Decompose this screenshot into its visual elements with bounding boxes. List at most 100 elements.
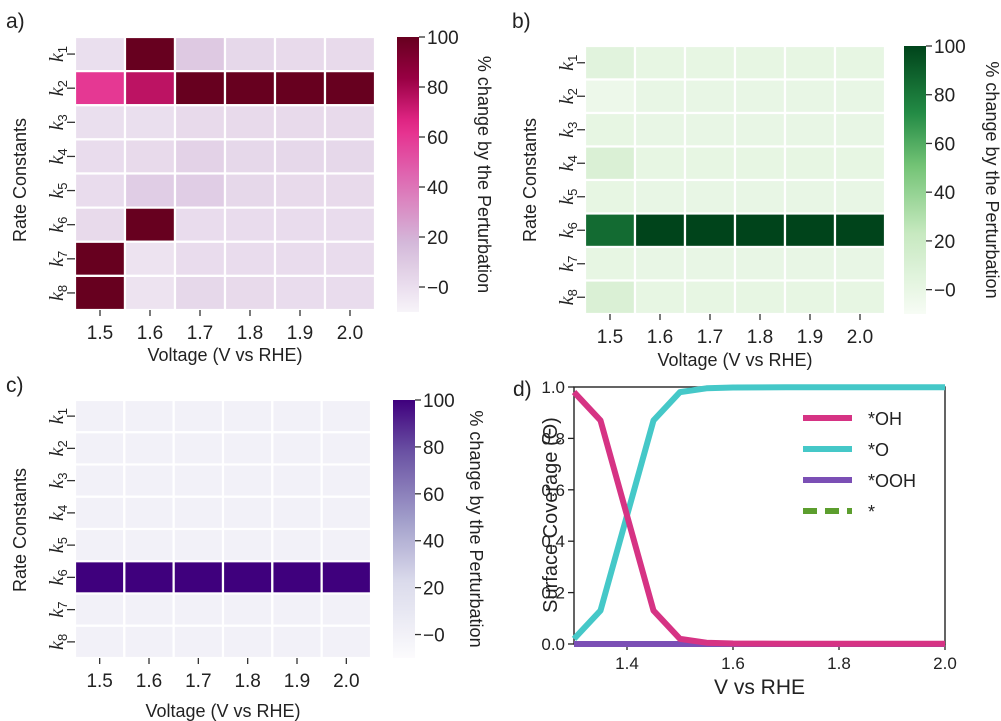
y-tick-symbol: k xyxy=(556,128,578,138)
y-tick-subscript: 1 xyxy=(565,55,580,62)
heatmap-cell-7-5 xyxy=(271,592,323,627)
y-tick-label: k1 xyxy=(46,408,70,424)
heatmap-cell-1-1 xyxy=(73,35,127,73)
colorbar-tick-label: 20 xyxy=(423,579,444,600)
heatmap-cell-3-1 xyxy=(73,104,127,141)
heatmap-cell-7-3 xyxy=(173,240,227,277)
heatmap-cell-5-4 xyxy=(733,178,787,215)
heatmap-cell-8-6 xyxy=(323,274,377,312)
y-tick-label: k8 xyxy=(46,634,70,650)
legend: *OH *O *OOH * xyxy=(803,409,916,522)
heatmap-cell-3-1 xyxy=(73,463,126,498)
heatmap-cell-5-5 xyxy=(783,178,837,215)
series-line-oh xyxy=(571,390,945,647)
panel-letter: d) xyxy=(513,378,532,401)
x-axis-label: V vs RHE xyxy=(714,676,805,699)
heatmap-cell-3-4 xyxy=(221,463,274,498)
heatmap-cell-2-2 xyxy=(633,78,687,115)
heatmap-cell-2-5 xyxy=(783,78,837,115)
x-tick-label: 1.9 xyxy=(287,323,313,344)
y-tick-label: k8 xyxy=(46,285,70,301)
y-axis-label: Rate Constants xyxy=(10,468,30,592)
y-tick-label: k7 xyxy=(46,251,70,267)
colorbar-tick-label: 80 xyxy=(934,86,955,107)
heatmap-cell-4-3 xyxy=(683,145,737,182)
y-tick-symbol: k xyxy=(46,543,68,553)
heatmap-cell-3-6 xyxy=(323,104,377,141)
x-tick-label: 2.0 xyxy=(333,671,359,692)
y-tick-symbol: k xyxy=(46,511,68,521)
heatmap-cell-8-3 xyxy=(172,624,225,660)
y-tick-label: k1 xyxy=(556,55,580,71)
heatmap-cell-4-1 xyxy=(73,138,127,175)
colorbar-tick-label: 20 xyxy=(427,228,448,249)
y-tick-label: k2 xyxy=(46,80,70,96)
y-tick-subscript: 4 xyxy=(55,505,70,512)
heatmap-cell-5-5 xyxy=(273,172,327,209)
heatmap-cell-7-1 xyxy=(73,592,126,627)
heatmap-cell-6-4 xyxy=(221,560,274,595)
colorbar-label: % change by the Perturbation xyxy=(474,56,494,293)
heatmap-cell-8-2 xyxy=(633,279,687,316)
heatmap-cell-3-6 xyxy=(833,111,887,148)
heatmap-cell-1-5 xyxy=(783,44,837,81)
heatmap-cell-2-4 xyxy=(221,431,274,466)
y-tick-symbol: k xyxy=(556,195,578,205)
y-tick-symbol: k xyxy=(46,479,68,489)
heatmap-cell-8-6 xyxy=(320,624,373,660)
y-tick-label: 0.0 xyxy=(541,635,565,654)
heatmap-cell-6-1 xyxy=(73,206,127,243)
heatmap-cell-5-2 xyxy=(123,527,175,563)
heatmap-cell-4-1 xyxy=(583,145,637,182)
heatmap-cell-3-4 xyxy=(223,104,277,141)
heatmap-cell-4-3 xyxy=(172,495,225,531)
panel-d: d) 0.0 0.2 0.4 0.6 0.8 1.0 1.4 1.6 1.8 2.0 V vs RHE… xyxy=(513,378,957,699)
x-tick-label: 1.5 xyxy=(86,671,112,692)
x-tick-label: 1.8 xyxy=(234,671,260,692)
heatmap-cell-7-4 xyxy=(223,240,277,277)
heatmap-cell-8-3 xyxy=(173,274,227,312)
colorbar xyxy=(904,46,926,314)
heatmap-cell-8-1 xyxy=(583,279,637,316)
heatmap-cell-4-3 xyxy=(173,138,227,175)
heatmap-cell-6-5 xyxy=(271,560,323,595)
legend-label: *OOH xyxy=(868,471,916,491)
heatmap-cell-6-1 xyxy=(73,560,126,595)
x-tick-label: 2.0 xyxy=(933,654,957,673)
panel-letter: b) xyxy=(512,10,531,33)
heatmap-cell-5-3 xyxy=(172,527,225,563)
heatmap-cell-2-1 xyxy=(73,70,127,107)
colorbar-tick-label: −0 xyxy=(423,626,445,647)
heatmap-cell-3-5 xyxy=(273,104,327,141)
legend-label: *O xyxy=(868,440,889,460)
y-tick-subscript: 6 xyxy=(565,222,580,229)
heatmap-cell-3-3 xyxy=(683,111,737,148)
y-tick-subscript: 3 xyxy=(55,114,70,121)
y-tick-symbol: k xyxy=(556,61,578,71)
y-tick-label: k8 xyxy=(556,289,580,305)
heatmap-cell-3-5 xyxy=(783,111,837,148)
colorbar-label: % change by the Perturbation xyxy=(982,61,1001,298)
y-tick-label: k5 xyxy=(46,537,70,553)
heatmap-cell-6-2 xyxy=(633,212,687,249)
heatmap-cell-4-6 xyxy=(320,495,373,531)
x-tick-label: 1.8 xyxy=(827,654,851,673)
heatmap-cell-3-1 xyxy=(583,111,637,148)
heatmap-cell-7-1 xyxy=(73,240,127,277)
heatmap-cell-7-5 xyxy=(783,245,837,282)
heatmap-cell-5-1 xyxy=(583,178,637,215)
heatmap-cell-4-1 xyxy=(73,495,126,531)
heatmap-cell-6-4 xyxy=(733,212,787,249)
colorbar xyxy=(393,400,415,658)
y-tick-label: 0.8 xyxy=(541,429,565,448)
y-tick-symbol: k xyxy=(556,228,578,238)
heatmap-cell-8-2 xyxy=(123,274,177,312)
y-tick-label: k7 xyxy=(46,602,70,618)
colorbar-tick-label: 40 xyxy=(423,532,444,553)
y-tick-label: k4 xyxy=(556,155,580,171)
y-tick-label: k2 xyxy=(556,88,580,104)
x-tick-label: 1.7 xyxy=(697,327,723,348)
heatmap-cell-2-4 xyxy=(733,78,787,115)
colorbar-tick-label: 80 xyxy=(427,78,448,99)
